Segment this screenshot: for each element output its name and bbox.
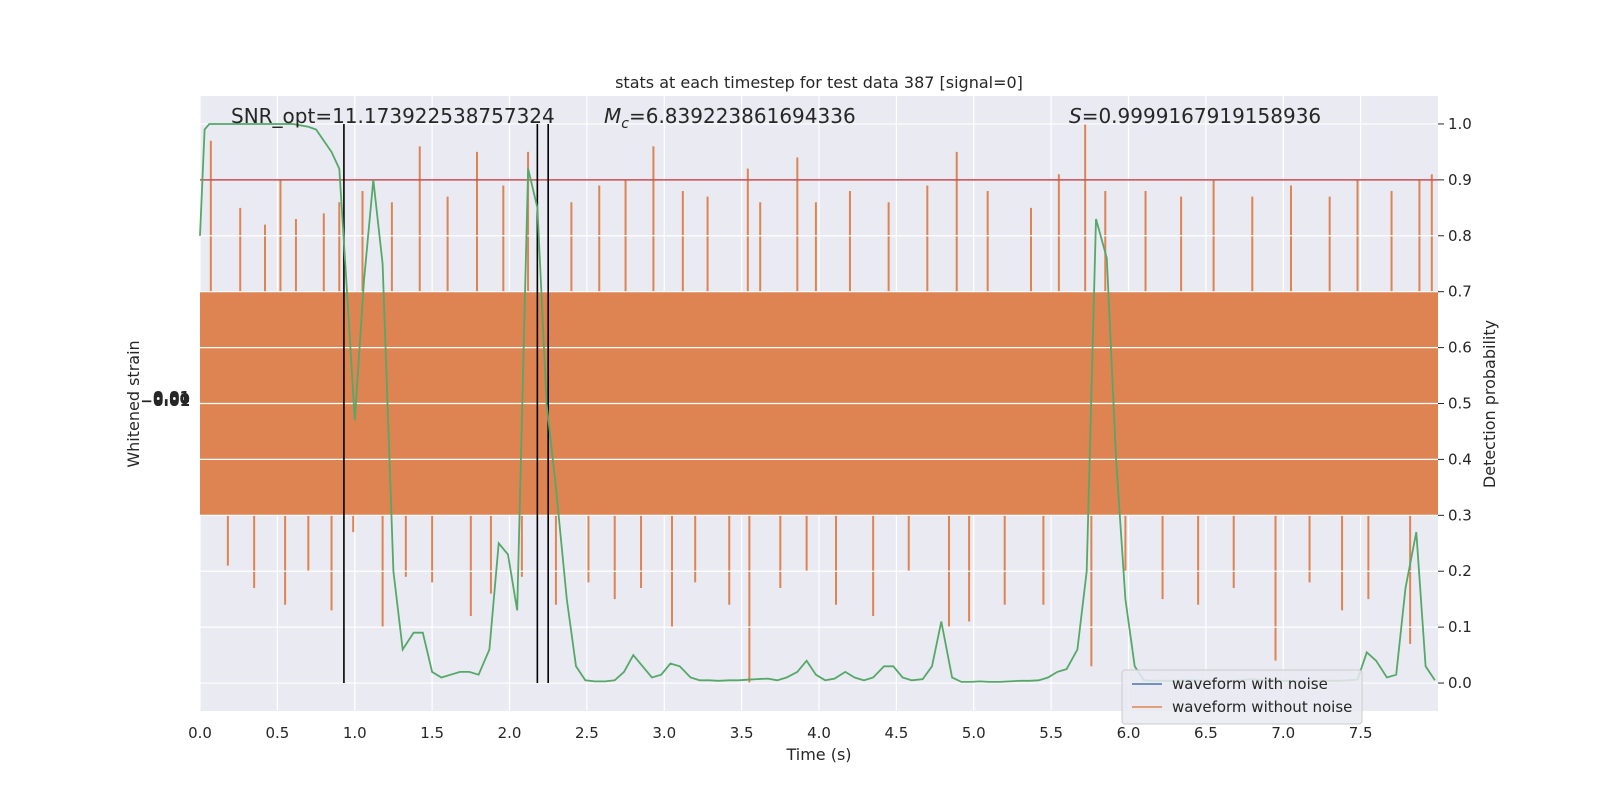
x-tick-label: 7.0 (1271, 724, 1295, 742)
x-tick-label: 4.5 (884, 724, 908, 742)
x-tick-label: 7.5 (1349, 724, 1373, 742)
annotation-mc: Mc=6.839223861694336 (604, 104, 856, 132)
y-right-tick-label: 0.5 (1448, 395, 1472, 413)
mc-value: =6.839223861694336 (629, 104, 856, 128)
annotation-snr: SNR_opt=11.173922538757324 (231, 104, 555, 128)
x-tick-label: 6.0 (1117, 724, 1141, 742)
x-tick-label: 3.0 (652, 724, 676, 742)
x-tick-label: 1.5 (420, 724, 444, 742)
x-ticks: 0.0 0.5 1.0 1.5 2.0 2.5 3.0 3.5 4.0 4.5 5.0 5.5 6.0 6… (188, 724, 1372, 742)
y-left-axis-label: Whitened strain (124, 340, 143, 467)
mc-subscript: c (621, 116, 629, 132)
y-right-tick-label: 1.0 (1448, 115, 1472, 133)
y-left-tick-label: 0.00 (153, 390, 190, 408)
x-tick-label: 4.0 (807, 724, 831, 742)
horizontal-grid (200, 123, 1438, 684)
s-symbol: S (1069, 104, 1082, 128)
legend-label-noise: waveform with noise (1172, 675, 1328, 693)
x-tick-label: 2.0 (498, 724, 522, 742)
y-right-tick-label: 0.9 (1448, 171, 1472, 189)
x-tick-label: 5.5 (1039, 724, 1063, 742)
y-left-tick-label: 0.01 (153, 388, 190, 406)
x-axis-label: Time (s) (785, 745, 851, 764)
mc-symbol: M (604, 104, 621, 128)
x-tick-label: 5.0 (962, 724, 986, 742)
y-left-tick-label: −0.01 (140, 392, 190, 410)
x-tick-label: 3.5 (730, 724, 754, 742)
chart-title: stats at each timestep for test data 387… (615, 73, 1023, 92)
legend: waveform with noise waveform without noi… (1121, 669, 1363, 725)
legend-box (1121, 669, 1363, 725)
y-right-ticks: 0.0 0.1 0.2 0.3 0.4 0.5 0.6 0.7 0.8 0.9 1.0 (1438, 115, 1472, 692)
y-right-tick-label: 0.6 (1448, 339, 1472, 357)
y-right-tick-label: 0.3 (1448, 506, 1472, 524)
x-tick-label: 1.0 (343, 724, 367, 742)
y-right-tick-label: 0.2 (1448, 562, 1472, 580)
y-left-ticks: −0.010.000.01 (140, 388, 190, 410)
x-tick-label: 2.5 (575, 724, 599, 742)
x-tick-label: 6.5 (1194, 724, 1218, 742)
y-right-tick-label: 0.8 (1448, 227, 1472, 245)
x-tick-label: 0.5 (265, 724, 289, 742)
legend-label-clean: waveform without noise (1172, 698, 1352, 716)
y-right-tick-label: 0.4 (1448, 450, 1472, 468)
x-tick-label: 0.0 (188, 724, 212, 742)
y-right-tick-label: 0.7 (1448, 283, 1472, 301)
y-right-tick-label: 0.1 (1448, 618, 1472, 636)
y-right-axis-label: Detection probability (1480, 320, 1499, 488)
s-value: =0.9999167919158936 (1082, 104, 1321, 128)
annotation-s: S=0.9999167919158936 (1069, 104, 1321, 128)
y-right-tick-label: 0.0 (1448, 674, 1472, 692)
